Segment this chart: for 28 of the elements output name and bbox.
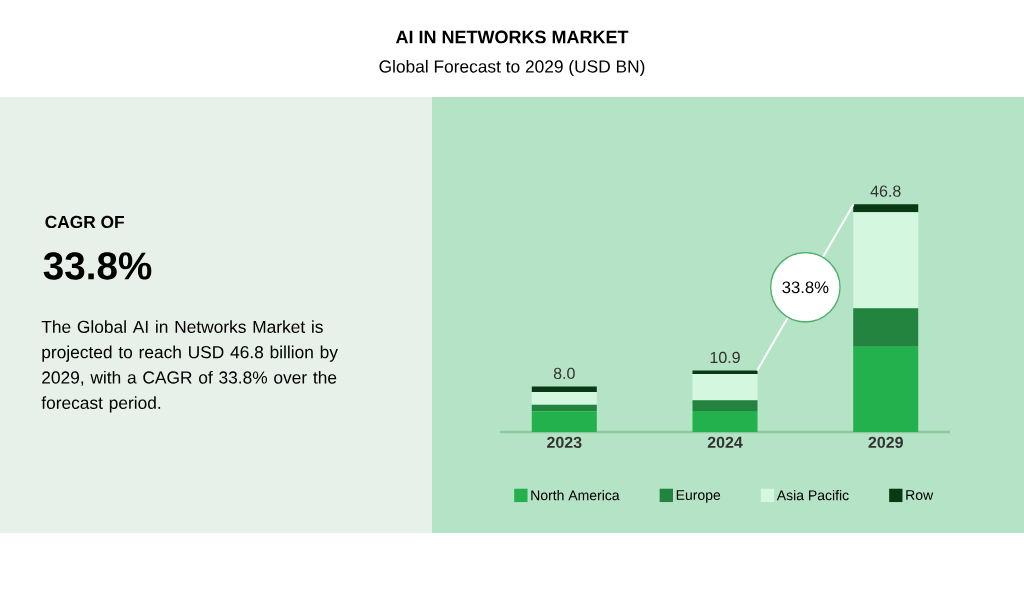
x-tick-label: 2024 [707,436,743,449]
chart-title: AI IN NETWORKS MARKET [395,30,629,44]
chart-subtitle: Global Forecast to 2029 (USD BN) [379,59,645,77]
bar [853,212,919,309]
bar [531,392,597,405]
bar [692,411,758,432]
text: 33.8% [43,252,152,280]
annotation: 10.9 [710,351,740,364]
text: CAGR OF [45,215,124,229]
x-tick-label: 2023 [547,436,582,449]
annotation: 33.8% [782,281,829,294]
annotation: 46.8 [870,185,901,197]
bar [853,308,919,347]
legend-label: North America [531,489,620,501]
bar [853,204,919,213]
bar [853,346,919,432]
legend-label: Europe [676,490,721,503]
text: The Global AI in Networks Market is projected to reach USD 46.8 billion by 2029, with a CAGR of 33.8% over the forecast period. [41,320,338,413]
bar [531,404,597,412]
bar [531,386,597,393]
legend-label: Row [906,490,934,501]
bar [692,373,758,401]
bar [692,400,758,412]
annotation: 8.0 [553,367,575,380]
bar [692,370,758,374]
x-tick-label: 2029 [868,436,903,449]
legend-label: Asia Pacific [776,489,849,501]
bar [531,411,597,432]
